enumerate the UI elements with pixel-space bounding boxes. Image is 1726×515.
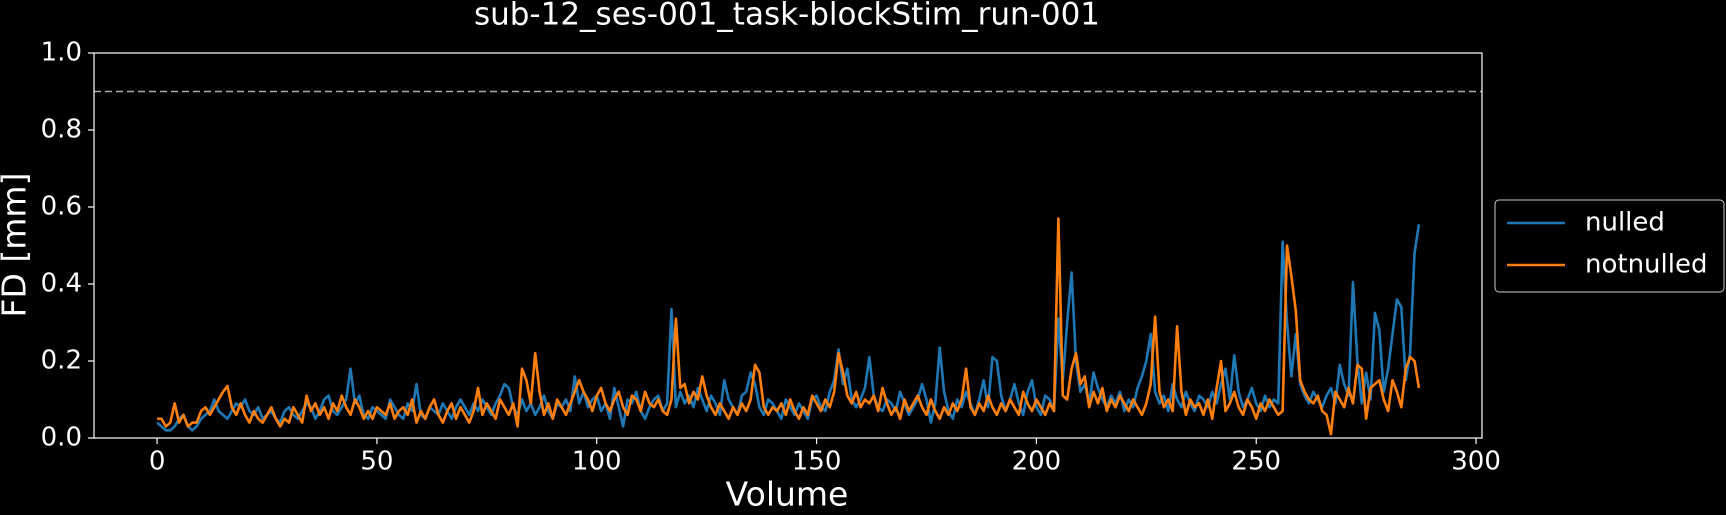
x-tick-label: 100 [572,447,622,477]
x-tick-label: 0 [149,447,166,477]
x-axis-label: Volume [726,475,849,514]
x-tick-label: 250 [1231,447,1281,477]
y-tick-label: 1.0 [41,38,82,68]
y-tick-label: 0.4 [41,269,82,299]
y-tick-label: 0.8 [41,115,82,145]
x-tick-label: 50 [360,447,393,477]
x-tick-label: 200 [1012,447,1062,477]
series-line [157,217,1421,436]
y-tick-label: 0.6 [41,192,82,222]
legend-label: notnulled [1585,250,1707,280]
chart-title: sub-12_ses-001_task-blockStim_run-001 [474,0,1100,33]
series-line [156,224,1421,432]
legend-label: nulled [1585,208,1665,238]
y-tick-label: 0.2 [41,346,82,376]
y-tick-label: 0.0 [41,423,82,453]
y-axis-label: FD [mm] [0,173,34,318]
x-tick-label: 150 [792,447,842,477]
axes-frame [93,52,1483,439]
x-tick-label: 300 [1451,447,1501,477]
